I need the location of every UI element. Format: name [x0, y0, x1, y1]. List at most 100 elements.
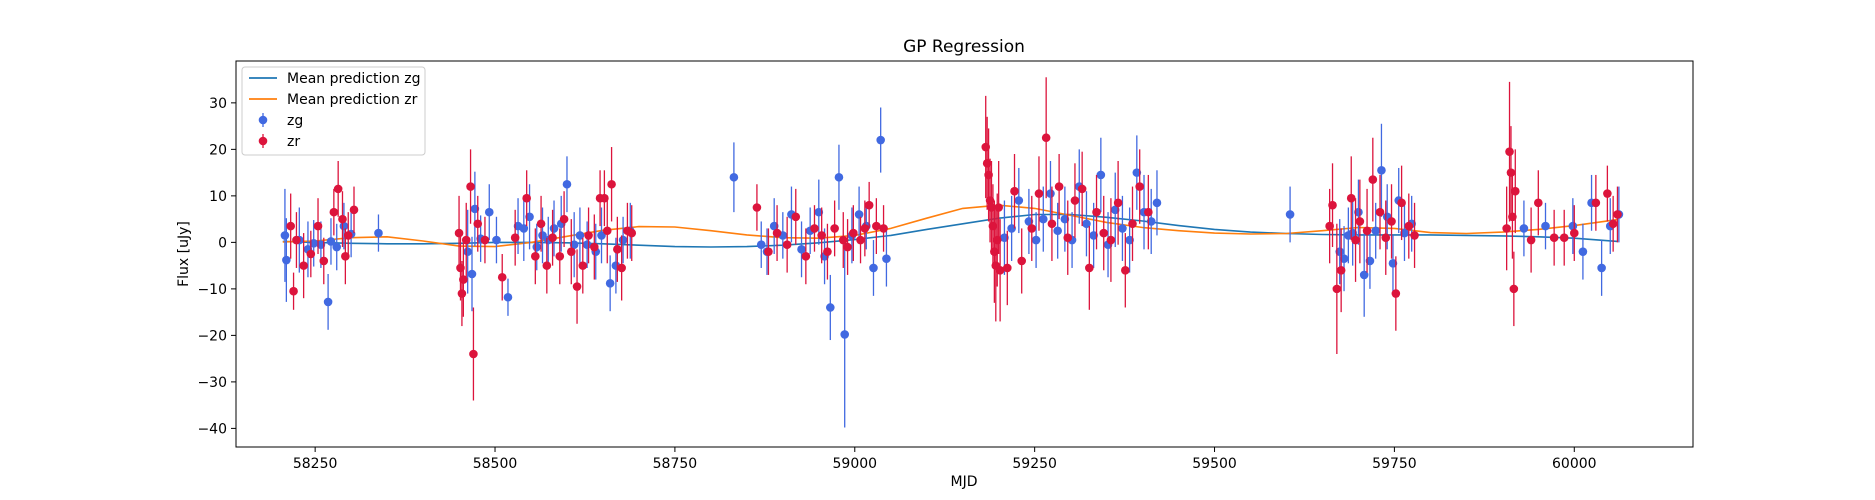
zr-point: [872, 221, 881, 231]
legend-marker-zr: [258, 136, 268, 146]
zr-point: [1404, 221, 1414, 231]
zr-point: [510, 233, 520, 243]
zg-point: [1335, 247, 1345, 256]
axes-frame: [235, 60, 1694, 448]
zr-point: [454, 228, 464, 238]
zr-point: [1549, 233, 1559, 243]
zr-point: [555, 252, 565, 261]
zr-point: [823, 247, 832, 256]
zr-point: [801, 252, 811, 261]
zr-point: [299, 261, 308, 270]
zr-point: [1003, 263, 1012, 273]
zr-point: [542, 261, 552, 270]
zg-point: [882, 254, 891, 263]
zr-point: [1613, 210, 1622, 219]
zr-point: [987, 203, 996, 212]
zr-point: [1351, 235, 1360, 245]
zg-point: [470, 204, 480, 214]
zg-point: [569, 240, 579, 249]
zg-point: [575, 231, 585, 240]
zr-point: [1510, 186, 1520, 196]
zr-point: [1559, 233, 1569, 243]
zr-point: [1135, 182, 1144, 191]
zg-point: [1014, 196, 1024, 205]
zr-point: [338, 214, 347, 224]
zg-point: [582, 240, 592, 249]
zr-point: [1502, 224, 1511, 233]
zr-point: [1325, 221, 1334, 231]
x-tick-label: 60000: [1552, 456, 1597, 472]
zr-point: [1027, 224, 1037, 233]
zg-point: [1089, 231, 1098, 240]
legend-marker-zg: [258, 115, 268, 125]
zr-point: [1328, 200, 1337, 210]
zg-point: [729, 172, 739, 182]
zg-point: [326, 237, 336, 246]
zr-point: [856, 235, 865, 245]
zr-point: [627, 228, 637, 238]
zr-point: [607, 179, 616, 189]
zg-point: [797, 245, 806, 254]
zr-point: [329, 207, 339, 217]
zr-point: [1509, 284, 1519, 294]
zr-point: [1099, 228, 1109, 238]
zr-point: [791, 212, 801, 222]
zr-point: [313, 221, 323, 231]
zr-point: [584, 231, 593, 240]
zr-point: [1505, 147, 1514, 156]
zg-point: [1000, 233, 1009, 243]
zr-point: [1608, 219, 1618, 229]
zr-point: [1047, 219, 1057, 229]
zr-point: [1397, 198, 1406, 208]
zg-point: [503, 292, 513, 302]
zr-point: [982, 159, 992, 168]
zr-point: [349, 205, 359, 215]
zr-point: [1375, 207, 1385, 217]
zr-point: [1041, 133, 1051, 143]
zg-point: [282, 255, 291, 265]
zg-point: [1132, 168, 1142, 177]
zg-point: [467, 269, 477, 279]
zr-point: [995, 265, 1005, 275]
zr-point: [497, 272, 507, 282]
zr-point: [782, 240, 792, 249]
zr-point: [559, 214, 569, 224]
zr-point: [990, 247, 999, 256]
zg-point: [1110, 205, 1120, 215]
zr-point: [984, 170, 993, 180]
zr-point: [1506, 168, 1516, 177]
legend: Mean prediction zg Mean prediction zr zg zr: [241, 66, 426, 156]
y-tick-label: 20: [209, 142, 227, 158]
zg-point: [834, 172, 844, 182]
zg-point: [316, 240, 326, 249]
zr-point: [566, 247, 576, 256]
zr-point: [531, 252, 540, 261]
legend-box: [241, 66, 426, 156]
zr-point: [1569, 228, 1579, 238]
zg-point: [605, 278, 615, 288]
zr-point: [1106, 235, 1116, 245]
zg-point: [1146, 217, 1156, 226]
zg-point: [1359, 270, 1369, 280]
zg-point: [1096, 170, 1106, 180]
legend-label-zg: zg: [287, 113, 303, 129]
zr-point: [1534, 198, 1543, 208]
y-tick-label: −40: [197, 421, 227, 437]
zg-point: [1060, 214, 1070, 224]
zr-point: [578, 261, 588, 270]
zg-point: [1046, 189, 1055, 198]
zr-point: [988, 221, 998, 231]
zr-point: [860, 224, 870, 233]
zr-point: [817, 231, 826, 240]
zg-point: [840, 330, 850, 339]
zg-point: [756, 240, 766, 249]
zr-point: [752, 203, 762, 212]
zr-point: [1332, 284, 1342, 294]
zr-point: [810, 224, 819, 233]
zr-point: [1054, 182, 1064, 191]
zg-point: [1053, 226, 1062, 236]
zr-point: [1128, 219, 1137, 229]
zr-point: [1591, 198, 1601, 208]
zr-point: [1526, 235, 1536, 245]
zg-point: [1082, 219, 1091, 229]
